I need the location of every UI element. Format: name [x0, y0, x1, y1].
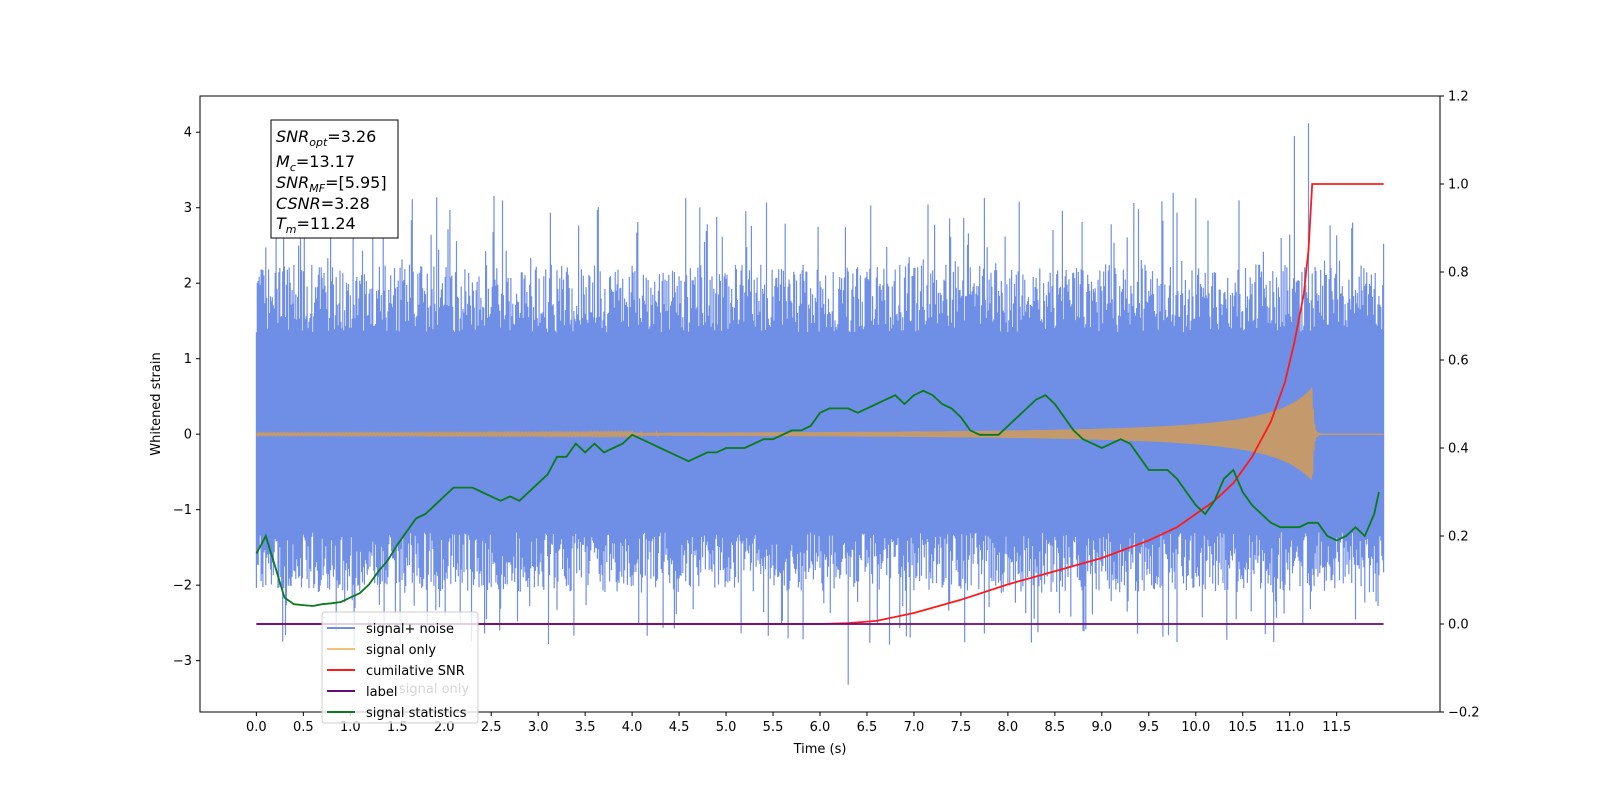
legend-ghost-text: signal only	[399, 682, 469, 697]
y-tick-label: 0	[184, 428, 192, 443]
y2-tick-label: 0.6	[1448, 354, 1469, 369]
annotation-line: CSNR=3.28	[276, 194, 370, 213]
x-axis-label: Time (s)	[793, 742, 847, 757]
legend-label: signal only	[366, 643, 436, 658]
x-tick-label: 11.5	[1322, 720, 1351, 735]
legend-frame	[321, 611, 479, 724]
annotation-frame	[270, 119, 399, 239]
annotation-line: Mc=13.17	[276, 152, 355, 174]
y2-tick-label: 0.8	[1448, 266, 1469, 281]
x-tick-label: 1.0	[340, 720, 361, 735]
x-tick-label: 10.0	[1181, 720, 1210, 735]
y-tick-label: −3	[173, 654, 192, 669]
series-cumilative-snr	[256, 183, 1384, 625]
x-tick-label: 7.5	[951, 720, 972, 735]
y-axis-label: Whitened strain	[149, 352, 164, 455]
legend-label: label	[366, 685, 397, 700]
y2-tick-label: 0.2	[1448, 530, 1469, 545]
x-tick-label: 5.5	[763, 720, 784, 735]
y2-tick-label: 1.2	[1448, 90, 1469, 105]
y-tick-label: −2	[173, 579, 192, 594]
y-tick-label: 2	[184, 277, 192, 292]
y2-tick-label: −0.2	[1448, 706, 1480, 721]
x-tick-label: 6.0	[810, 720, 831, 735]
x-tick-label: 0.0	[246, 720, 267, 735]
y-tick-label: 4	[184, 126, 192, 141]
x-tick-label: 6.5	[857, 720, 878, 735]
legend-label: signal statistics	[366, 706, 467, 721]
annotation-line: SNRMF=[5.95]	[276, 173, 387, 195]
y-tick-label: 3	[184, 201, 192, 216]
y2-tick-label: 0.4	[1448, 442, 1469, 457]
x-tick-label: 2.0	[434, 720, 455, 735]
x-tick-label: 3.0	[528, 720, 549, 735]
series-signal-statistics	[255, 389, 1380, 607]
y2-tick-label: 1.0	[1448, 178, 1469, 193]
x-tick-label: 8.0	[998, 720, 1019, 735]
legend-label: cumilative SNR	[366, 664, 465, 679]
x-tick-label: 8.5	[1045, 720, 1066, 735]
x-tick-label: 7.0	[904, 720, 925, 735]
x-tick-label: 9.0	[1091, 720, 1112, 735]
x-tick-label: 3.5	[575, 720, 596, 735]
annotation-box: SNRopt=3.26 Mc=13.17SNRMF=[5.95]CSNR=3.28…	[270, 119, 399, 239]
x-tick-label: 11.0	[1275, 720, 1304, 735]
noise-trace	[255, 123, 1385, 685]
legend-label: signal+ noise	[366, 622, 454, 637]
x-tick-label: 0.5	[293, 720, 314, 735]
annotation-line: Tm=11.24	[276, 214, 356, 236]
series-signal-only	[255, 387, 1384, 480]
x-tick-label: 9.5	[1138, 720, 1159, 735]
x-tick-label: 10.5	[1228, 720, 1257, 735]
ticks-layer: 0.0 0.5 1.0 1.5 2.0 2.5 3.0 3.5 4.0 4.5 5.0 5.5 6.0 6…	[173, 90, 1480, 736]
y-tick-label: 1	[184, 352, 192, 367]
x-tick-label: 4.5	[669, 720, 690, 735]
x-tick-label: 2.5	[481, 720, 502, 735]
x-tick-label: 1.5	[387, 720, 408, 735]
y-tick-label: −1	[173, 503, 192, 518]
y2-tick-label: 0.0	[1448, 618, 1469, 633]
annotation-line: SNRopt=3.26	[276, 127, 376, 149]
x-tick-label: 5.0	[716, 720, 737, 735]
legend: signal only signal+ noise signal only cumil…	[321, 611, 479, 724]
x-tick-label: 4.0	[622, 720, 643, 735]
